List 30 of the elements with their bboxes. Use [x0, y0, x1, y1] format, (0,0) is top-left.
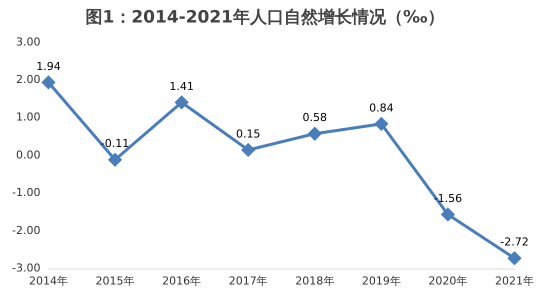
y-tick-label: -3.00: [12, 262, 40, 275]
y-tick-label: 1.00: [16, 110, 40, 124]
y-tick-label: -1.00: [12, 186, 40, 200]
x-tick-label: 2017年: [228, 274, 268, 288]
point: [308, 127, 322, 140]
point: [42, 76, 55, 89]
y-tick-label: 0.00: [16, 148, 40, 162]
x-tick-label: 2016年: [162, 274, 202, 288]
x-tick-label: 2020年: [428, 274, 468, 288]
y-tick-label: 2.00: [16, 72, 40, 86]
x-tick-label: 2021年: [495, 274, 534, 288]
point: [441, 208, 454, 221]
point: [508, 252, 522, 265]
x-tick-label: 2014年: [28, 274, 68, 288]
point: [374, 117, 388, 130]
x-tick-label: 2018年: [295, 274, 334, 288]
x-tick-label: 2015年: [96, 274, 135, 288]
point: [108, 153, 122, 166]
x-tick-label: 2019年: [362, 274, 401, 288]
chart-title: 图1：2014-2021年人口自然增长情况（‰）: [86, 8, 444, 28]
point: [175, 96, 188, 109]
data-label: 1.94: [36, 60, 61, 73]
y-tick-label: 3.00: [16, 35, 40, 48]
data-label: 0.15: [236, 127, 260, 140]
y-tick-label: -2.00: [12, 224, 40, 237]
data-label: 0.84: [369, 101, 394, 114]
data-label: -2.72: [500, 236, 529, 249]
data-label: 1.41: [169, 80, 194, 93]
data-label: 0.58: [302, 111, 328, 124]
point: [242, 143, 255, 156]
